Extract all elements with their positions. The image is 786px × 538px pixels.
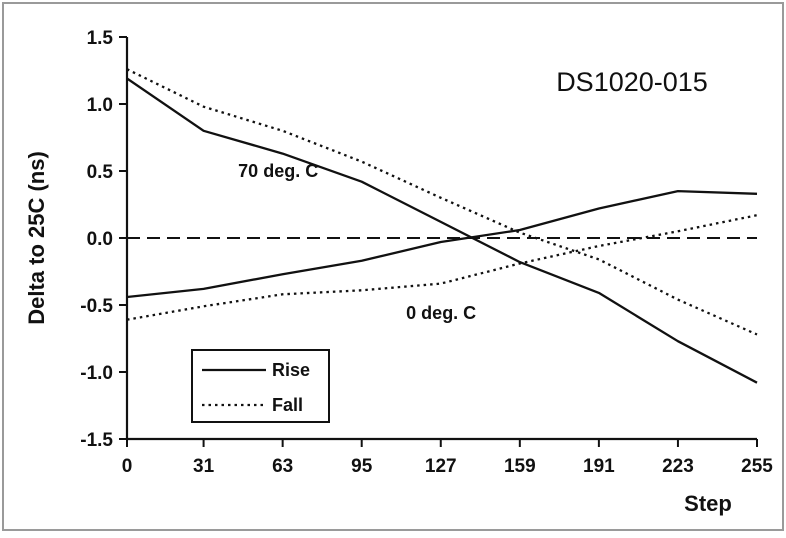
y-tick-label: -1.0 (80, 363, 113, 384)
annotation-0-deg-c: 0 deg. C (406, 303, 476, 323)
y-tick-label: 1.0 (87, 95, 113, 116)
ticks-layer: -1.5 -1.0 -0.5 0.0 0.5 1.0 1.5 0 31 63 95 127 159 191… (80, 28, 773, 477)
series-line-70-deg-c-fall (126, 68, 758, 336)
legend-fall-label: Fall (272, 395, 303, 415)
series-layer (126, 68, 758, 384)
x-tick-label: 255 (741, 456, 773, 477)
series-line-70-deg-c-rise (126, 77, 758, 384)
x-tick-label: 127 (425, 456, 457, 477)
legend-box (191, 349, 330, 423)
x-tick-label: 191 (583, 456, 615, 477)
y-tick-label: 1.5 (87, 28, 114, 49)
outer-frame (2, 2, 784, 531)
y-tick-label: -0.5 (80, 296, 113, 317)
y-axis-title: Delta to 25C (ns) (24, 151, 49, 325)
y-tick-label: 0.5 (87, 162, 114, 183)
y-tick-label: -1.5 (80, 430, 113, 451)
annotation-70-deg-c: 70 deg. C (238, 161, 318, 181)
x-tick-label: 95 (351, 456, 373, 477)
x-tick-label: 0 (122, 456, 133, 477)
x-tick-label: 159 (504, 456, 536, 477)
x-tick-label: 63 (272, 456, 293, 477)
x-tick-label: 223 (662, 456, 694, 477)
legend-rise-label: Rise (272, 360, 310, 380)
x-axis-title: Step (684, 491, 732, 516)
x-tick-label: 31 (193, 456, 215, 477)
chart-title: DS1020-015 (556, 67, 708, 97)
legend: Rise Fall (191, 349, 330, 423)
series-line-0-deg-c-rise (126, 189, 758, 299)
y-tick-label: 0.0 (87, 229, 113, 250)
series-line-0-deg-c-fall (126, 214, 758, 321)
